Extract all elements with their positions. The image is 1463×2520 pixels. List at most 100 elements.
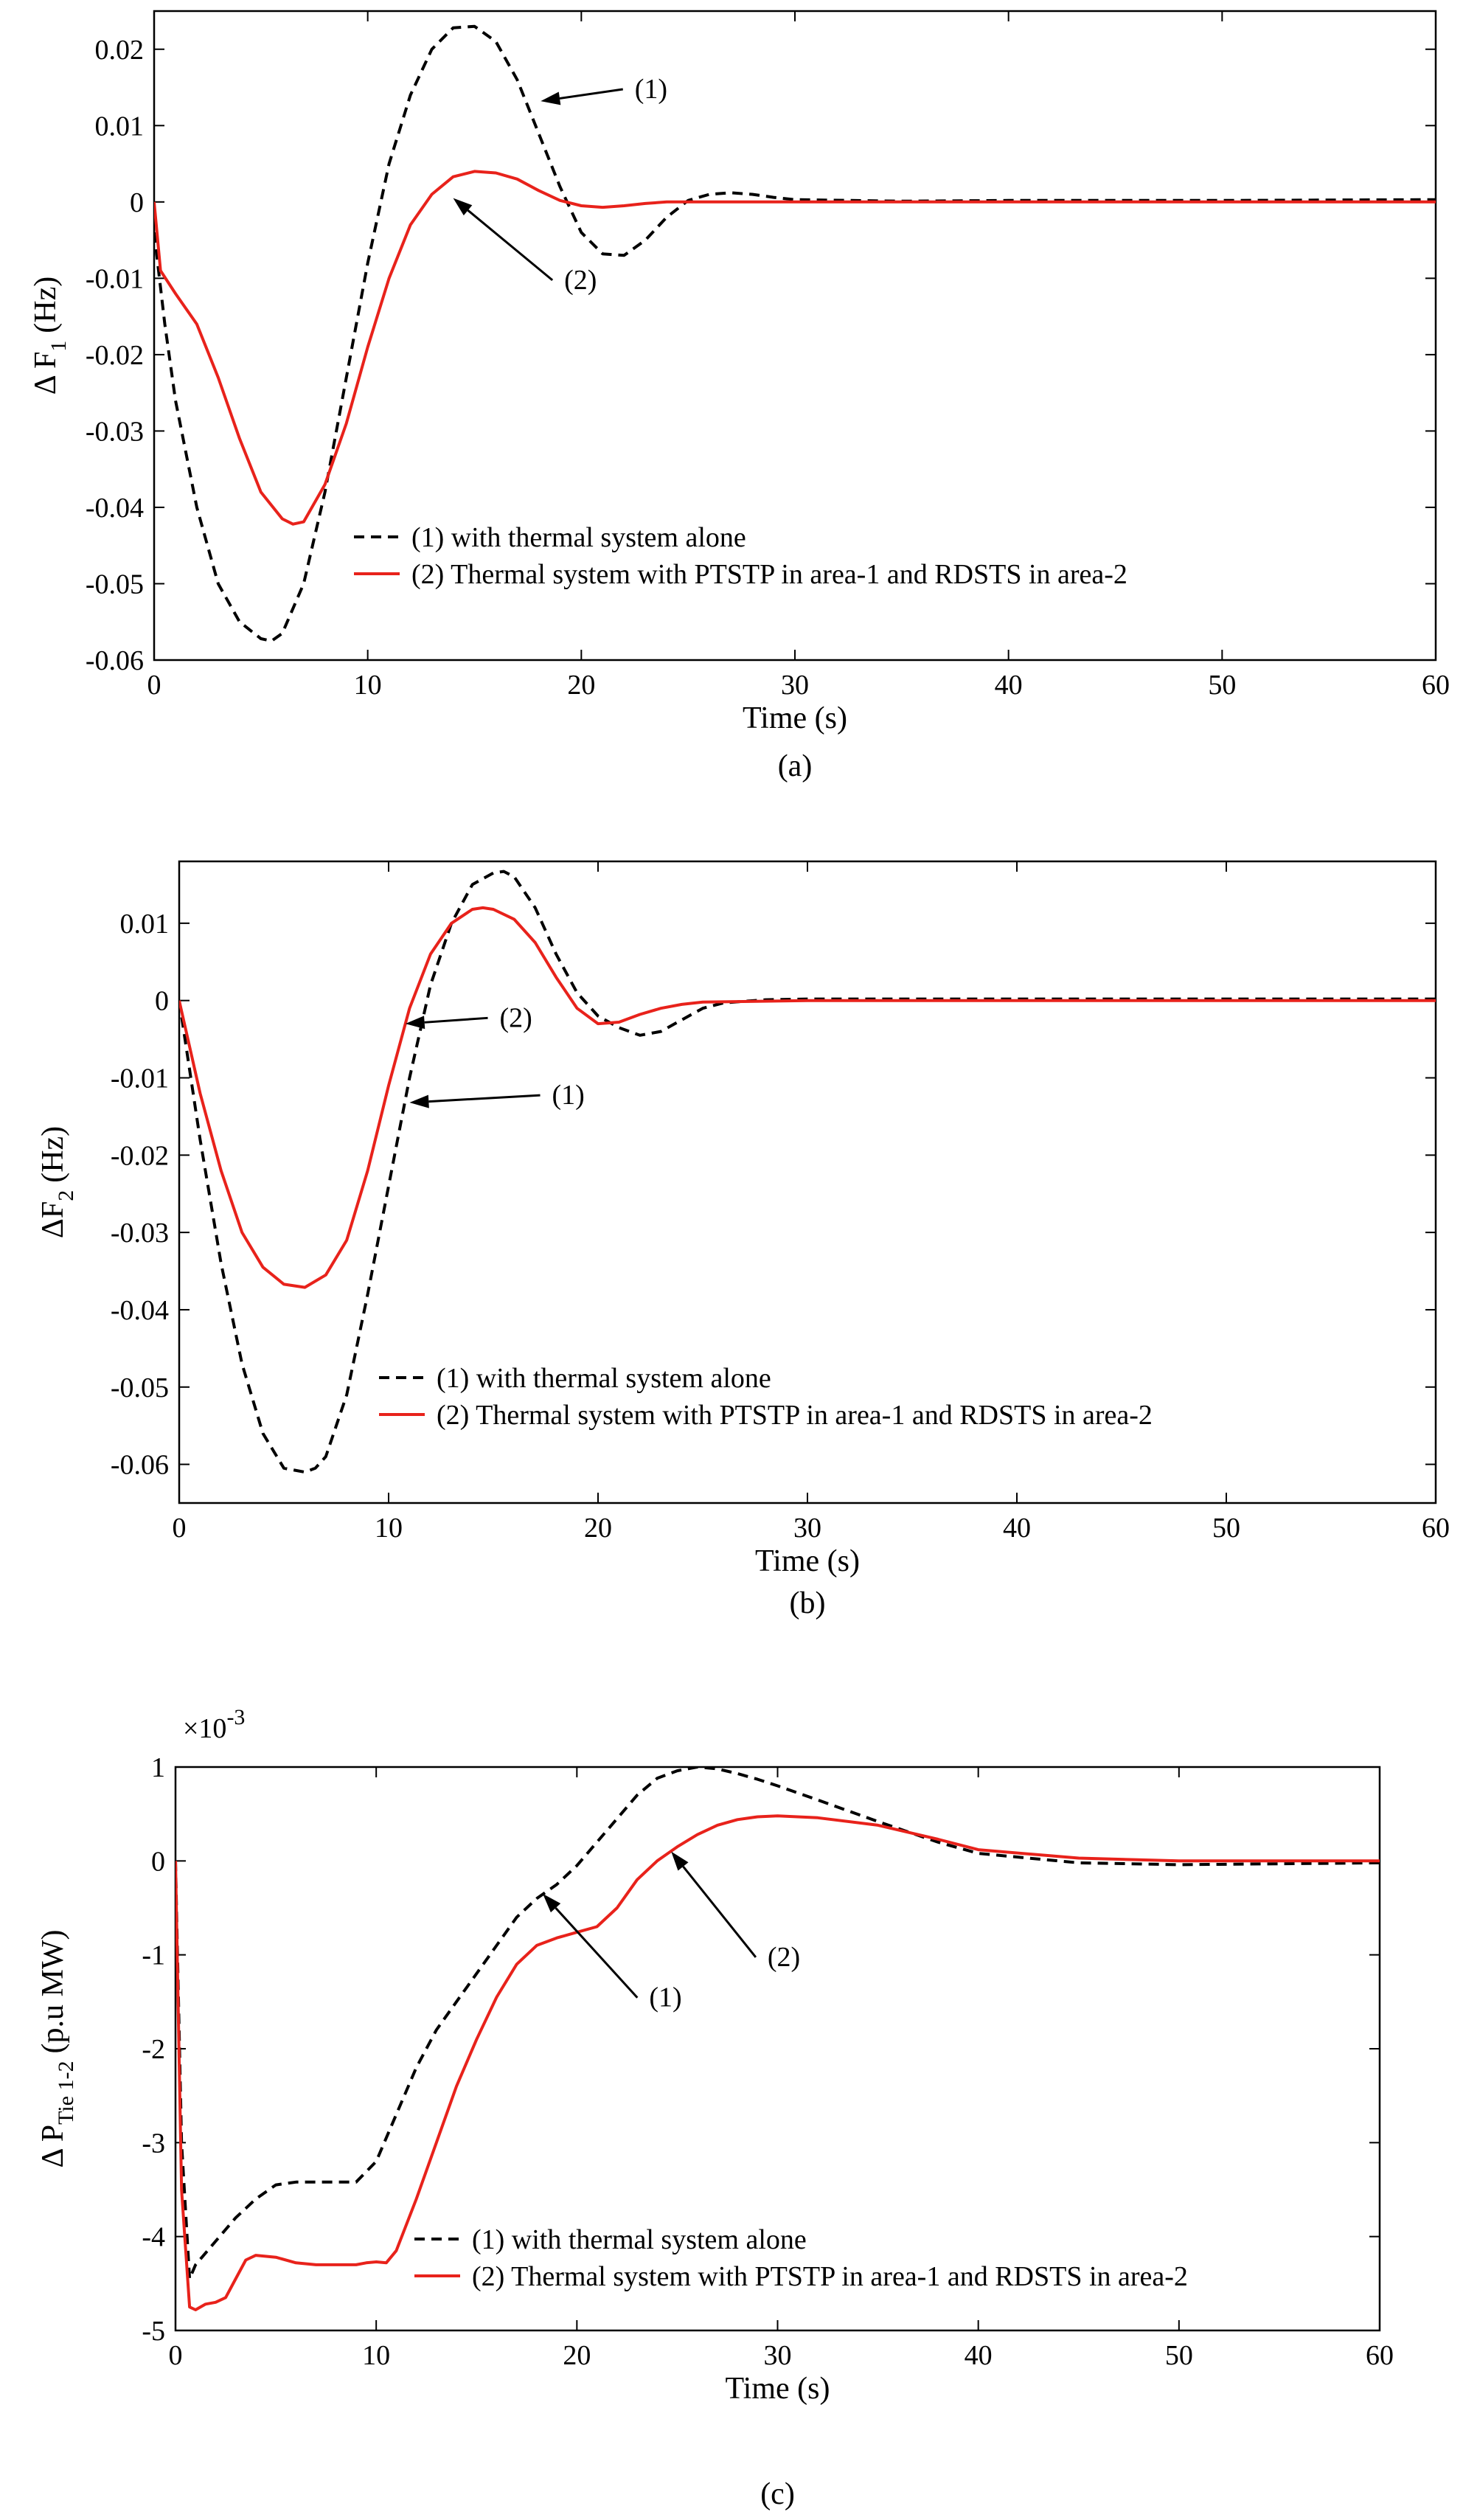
annotation-arrowhead	[453, 198, 473, 216]
y-tick-label: -0.06	[111, 1450, 169, 1481]
series-line-2	[154, 170, 1436, 526]
series-line-2	[179, 906, 1436, 1289]
x-tick-label: 0	[169, 2340, 183, 2371]
y-axis-title: Δ F1 (Hz)	[29, 277, 71, 395]
annotation-arrowhead	[671, 1851, 689, 1871]
annotation-arrow-line	[682, 1865, 757, 1958]
y-tick-label: 0.02	[95, 35, 145, 66]
y-axis-subscript: 1	[46, 341, 71, 352]
panel-caption: (a)	[778, 749, 813, 783]
y-axis-unit: (Hz)	[29, 277, 63, 333]
y-axis-title: Δ PTie 1-2 (p.u MW)	[36, 1930, 78, 2168]
annotation-arrowhead	[405, 1016, 425, 1030]
x-tick-label: 30	[781, 670, 809, 701]
x-tick-label: 30	[764, 2340, 792, 2371]
legend-entry-2: (2) Thermal system with PTSTP in area-1 …	[411, 559, 1127, 590]
x-tick-label: 40	[965, 2340, 993, 2371]
y-tick-label: -1	[142, 1940, 165, 1971]
y-tick-label: -0.01	[111, 1063, 169, 1094]
panel-caption: (b)	[790, 1586, 826, 1620]
annotation-arrowhead	[409, 1094, 429, 1108]
exponent-base: ×10	[183, 1713, 226, 1744]
annotation-label: (1)	[649, 1982, 681, 2013]
y-tick-label: -0.04	[111, 1295, 169, 1326]
x-tick-label: 10	[375, 1513, 403, 1544]
y-tick-label: 0	[151, 1846, 165, 1877]
y-axis-unit: (Hz)	[36, 1126, 70, 1183]
y-tick-label: -0.02	[111, 1140, 169, 1171]
y-axis-symbol: ΔF	[36, 1201, 70, 1238]
y-tick-label: -0.03	[111, 1218, 169, 1249]
x-tick-label: 50	[1208, 670, 1236, 701]
series-line-1	[154, 24, 1436, 643]
x-tick-label: 60	[1422, 1513, 1450, 1544]
x-tick-label: 30	[793, 1513, 821, 1544]
panel-caption: (c)	[760, 2477, 795, 2511]
y-tick-label: 0.01	[120, 909, 170, 940]
y-tick-label: -0.01	[86, 263, 144, 294]
x-axis-title: Time (s)	[726, 2372, 830, 2406]
annotation-arrow-line	[467, 209, 554, 282]
y-tick-label: -3	[142, 2128, 165, 2159]
annotation-arrowhead	[543, 1893, 561, 1913]
x-tick-label: 10	[354, 670, 382, 701]
x-tick-label: 20	[567, 670, 595, 701]
x-tick-label: 40	[995, 670, 1023, 701]
y-tick-label: -2	[142, 2034, 165, 2065]
x-tick-label: 50	[1165, 2340, 1193, 2371]
chart-panel-1: 0 10 20 30 40 50 60-0.06-0.05-0.04-0.03-0.02-0…	[29, 10, 1450, 783]
annotation-label: (2)	[768, 1942, 800, 1973]
y-tick-label: -0.03	[86, 416, 144, 447]
annotation-label: (2)	[564, 265, 597, 296]
x-tick-label: 10	[362, 2340, 390, 2371]
x-tick-label: 60	[1366, 2340, 1394, 2371]
annotation-arrow-line	[555, 1907, 639, 1999]
y-tick-label: -0.06	[86, 645, 144, 676]
x-tick-label: 0	[147, 670, 161, 701]
series-line-1	[176, 1767, 1380, 2280]
annotation-label: (1)	[552, 1080, 585, 1111]
x-tick-label: 50	[1212, 1513, 1240, 1544]
chart-panel-2: 0 10 20 30 40 50 60-0.06-0.05-0.04-0.03-0.02-0…	[36, 860, 1450, 1620]
y-axis-symbol: Δ F	[29, 352, 63, 395]
y-axis-subscript: Tie 1-2	[54, 2061, 78, 2124]
legend-entry-2: (2) Thermal system with PTSTP in area-1 …	[472, 2261, 1188, 2292]
y-exponent-label: ×10-3	[183, 1705, 245, 1744]
legend-entry-1: (1) with thermal system alone	[437, 1363, 771, 1394]
annotation-arrowhead	[541, 91, 561, 105]
x-tick-label: 0	[173, 1513, 187, 1544]
x-tick-label: 20	[584, 1513, 612, 1544]
series-line-2	[176, 1814, 1380, 2311]
x-tick-label: 60	[1422, 670, 1450, 701]
y-tick-label: -0.02	[86, 340, 144, 371]
legend-entry-1: (1) with thermal system alone	[411, 522, 746, 553]
annotation-arrow-line	[424, 1016, 488, 1024]
x-axis-title: Time (s)	[743, 701, 847, 735]
annotation-arrow-line	[428, 1094, 541, 1103]
x-tick-label: 40	[1003, 1513, 1031, 1544]
y-tick-label: 1	[151, 1752, 165, 1783]
y-tick-label: -0.05	[86, 569, 144, 600]
exponent-power: -3	[226, 1705, 245, 1729]
y-axis-title: ΔF2 (Hz)	[36, 1126, 78, 1238]
legend-entry-1: (1) with thermal system alone	[472, 2224, 807, 2255]
x-tick-label: 20	[563, 2340, 591, 2371]
y-tick-label: 0.01	[95, 111, 145, 142]
y-axis-symbol: Δ P	[36, 2125, 70, 2168]
x-axis-title: Time (s)	[755, 1544, 860, 1578]
y-tick-label: 0	[130, 187, 144, 218]
annotation-arrow-line	[559, 88, 623, 100]
y-tick-label: -5	[142, 2316, 165, 2347]
y-axis-subscript: 2	[54, 1190, 78, 1201]
y-tick-label: -0.05	[111, 1372, 169, 1403]
y-tick-label: -4	[142, 2222, 165, 2253]
legend-entry-2: (2) Thermal system with PTSTP in area-1 …	[437, 1400, 1153, 1431]
annotation-label: (1)	[635, 74, 667, 105]
y-tick-label: -0.04	[86, 493, 144, 524]
y-axis-unit: (p.u MW)	[36, 1930, 70, 2054]
plot-area	[153, 10, 1437, 662]
annotation-label: (2)	[500, 1002, 532, 1033]
y-tick-label: 0	[155, 986, 169, 1017]
chart-panel-3: 0 10 20 30 40 50 60-5-4-3-2-101×10-3(1)(2)(1) …	[36, 1705, 1394, 2511]
